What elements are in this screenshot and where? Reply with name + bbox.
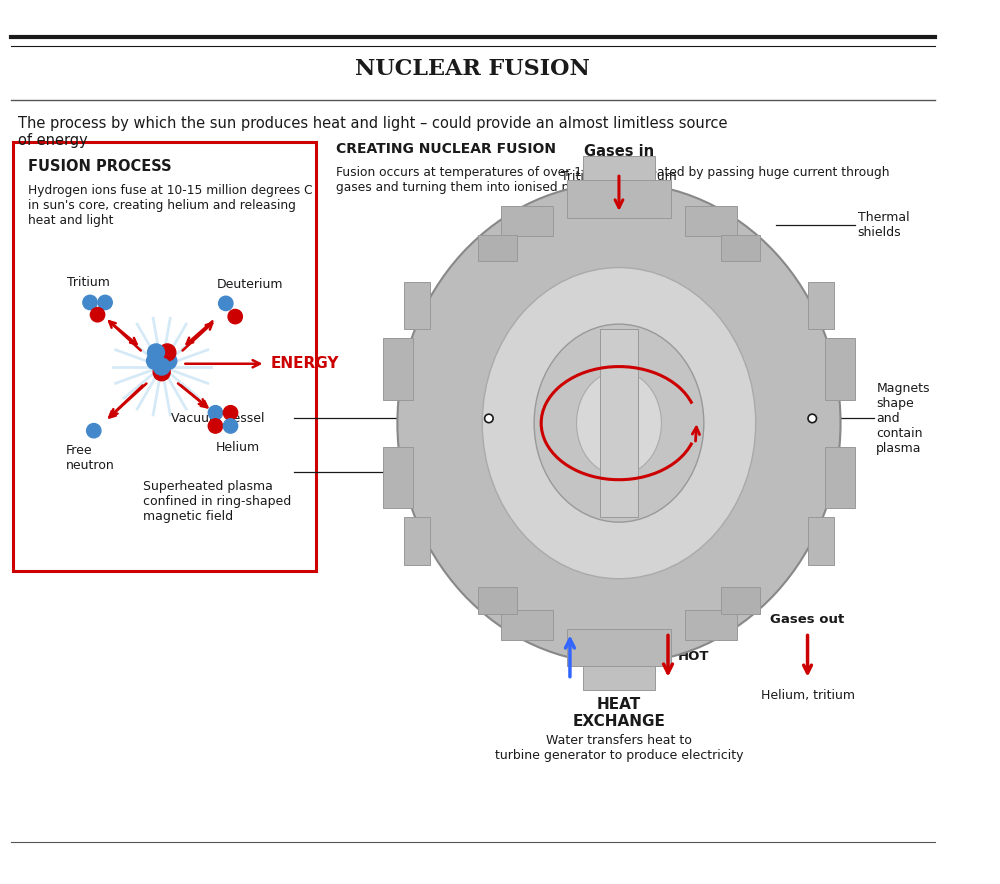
Circle shape	[153, 358, 170, 375]
Circle shape	[159, 344, 176, 361]
Bar	[825, 446, 855, 508]
Text: Superheated plasma
confined in ring-shaped
magnetic field: Superheated plasma confined in ring-shap…	[143, 480, 291, 522]
Text: CREATING NUCLEAR FUSION: CREATING NUCLEAR FUSION	[336, 142, 556, 156]
Bar	[383, 339, 413, 400]
Circle shape	[208, 406, 223, 420]
Circle shape	[808, 415, 817, 423]
Bar	[567, 629, 671, 667]
Bar	[404, 517, 430, 565]
Text: Vacuum vessel: Vacuum vessel	[171, 412, 265, 425]
Ellipse shape	[482, 268, 756, 579]
Circle shape	[147, 353, 164, 370]
Bar	[685, 206, 737, 236]
Bar	[808, 517, 834, 565]
Circle shape	[98, 295, 112, 309]
Bar	[808, 282, 834, 329]
Bar	[383, 446, 413, 508]
Text: Thermal
shields: Thermal shields	[858, 211, 909, 240]
Bar	[501, 206, 553, 236]
Text: Gases out: Gases out	[770, 613, 845, 626]
Circle shape	[208, 419, 223, 433]
Bar	[721, 587, 760, 613]
Bar	[583, 667, 655, 690]
Text: FUSION PROCESS: FUSION PROCESS	[28, 159, 171, 174]
Bar	[567, 179, 671, 217]
Circle shape	[485, 415, 493, 423]
Text: HEAT
EXCHANGE: HEAT EXCHANGE	[573, 697, 665, 729]
Bar	[478, 234, 517, 261]
Circle shape	[223, 406, 238, 420]
FancyBboxPatch shape	[13, 142, 316, 571]
Bar	[501, 610, 553, 640]
Text: Deuterium: Deuterium	[216, 278, 283, 291]
Text: Magnets
shape
and
contain
plasma: Magnets shape and contain plasma	[876, 382, 930, 455]
Circle shape	[228, 309, 242, 324]
Text: Helium, tritium: Helium, tritium	[761, 689, 855, 702]
Ellipse shape	[397, 183, 841, 664]
Text: COLD: COLD	[591, 650, 631, 662]
Text: Gases in: Gases in	[584, 144, 654, 159]
Text: Hydrogen ions fuse at 10-15 million degrees C
in sun's core, creating helium and: Hydrogen ions fuse at 10-15 million degr…	[28, 184, 312, 226]
Text: Tritium, deuterium: Tritium, deuterium	[561, 171, 677, 184]
Circle shape	[90, 308, 105, 322]
Text: Helium: Helium	[215, 441, 260, 454]
Circle shape	[160, 353, 177, 370]
Circle shape	[87, 423, 101, 438]
Circle shape	[153, 363, 170, 381]
Text: NUCLEAR FUSION: NUCLEAR FUSION	[355, 57, 590, 80]
Bar	[583, 156, 655, 179]
Text: HOT: HOT	[677, 650, 709, 662]
Circle shape	[83, 295, 97, 309]
Bar	[404, 282, 430, 329]
Bar	[478, 587, 517, 613]
Text: ENERGY: ENERGY	[271, 356, 340, 371]
Text: Free
neutron: Free neutron	[66, 444, 114, 472]
Ellipse shape	[534, 324, 704, 522]
Circle shape	[148, 344, 165, 361]
Circle shape	[223, 419, 238, 433]
Ellipse shape	[577, 371, 661, 475]
Bar	[600, 329, 638, 517]
Text: Fusion occurs at temperatures of over 100m°C – created by passing huge current t: Fusion occurs at temperatures of over 10…	[336, 165, 890, 194]
Text: The process by which the sun produces heat and light – could provide an almost l: The process by which the sun produces he…	[18, 116, 728, 149]
Bar	[721, 234, 760, 261]
Text: Water transfers heat to
turbine generator to produce electricity: Water transfers heat to turbine generato…	[495, 735, 743, 762]
Text: Tritium: Tritium	[67, 277, 110, 289]
Bar	[685, 610, 737, 640]
Bar	[825, 339, 855, 400]
Circle shape	[219, 296, 233, 310]
